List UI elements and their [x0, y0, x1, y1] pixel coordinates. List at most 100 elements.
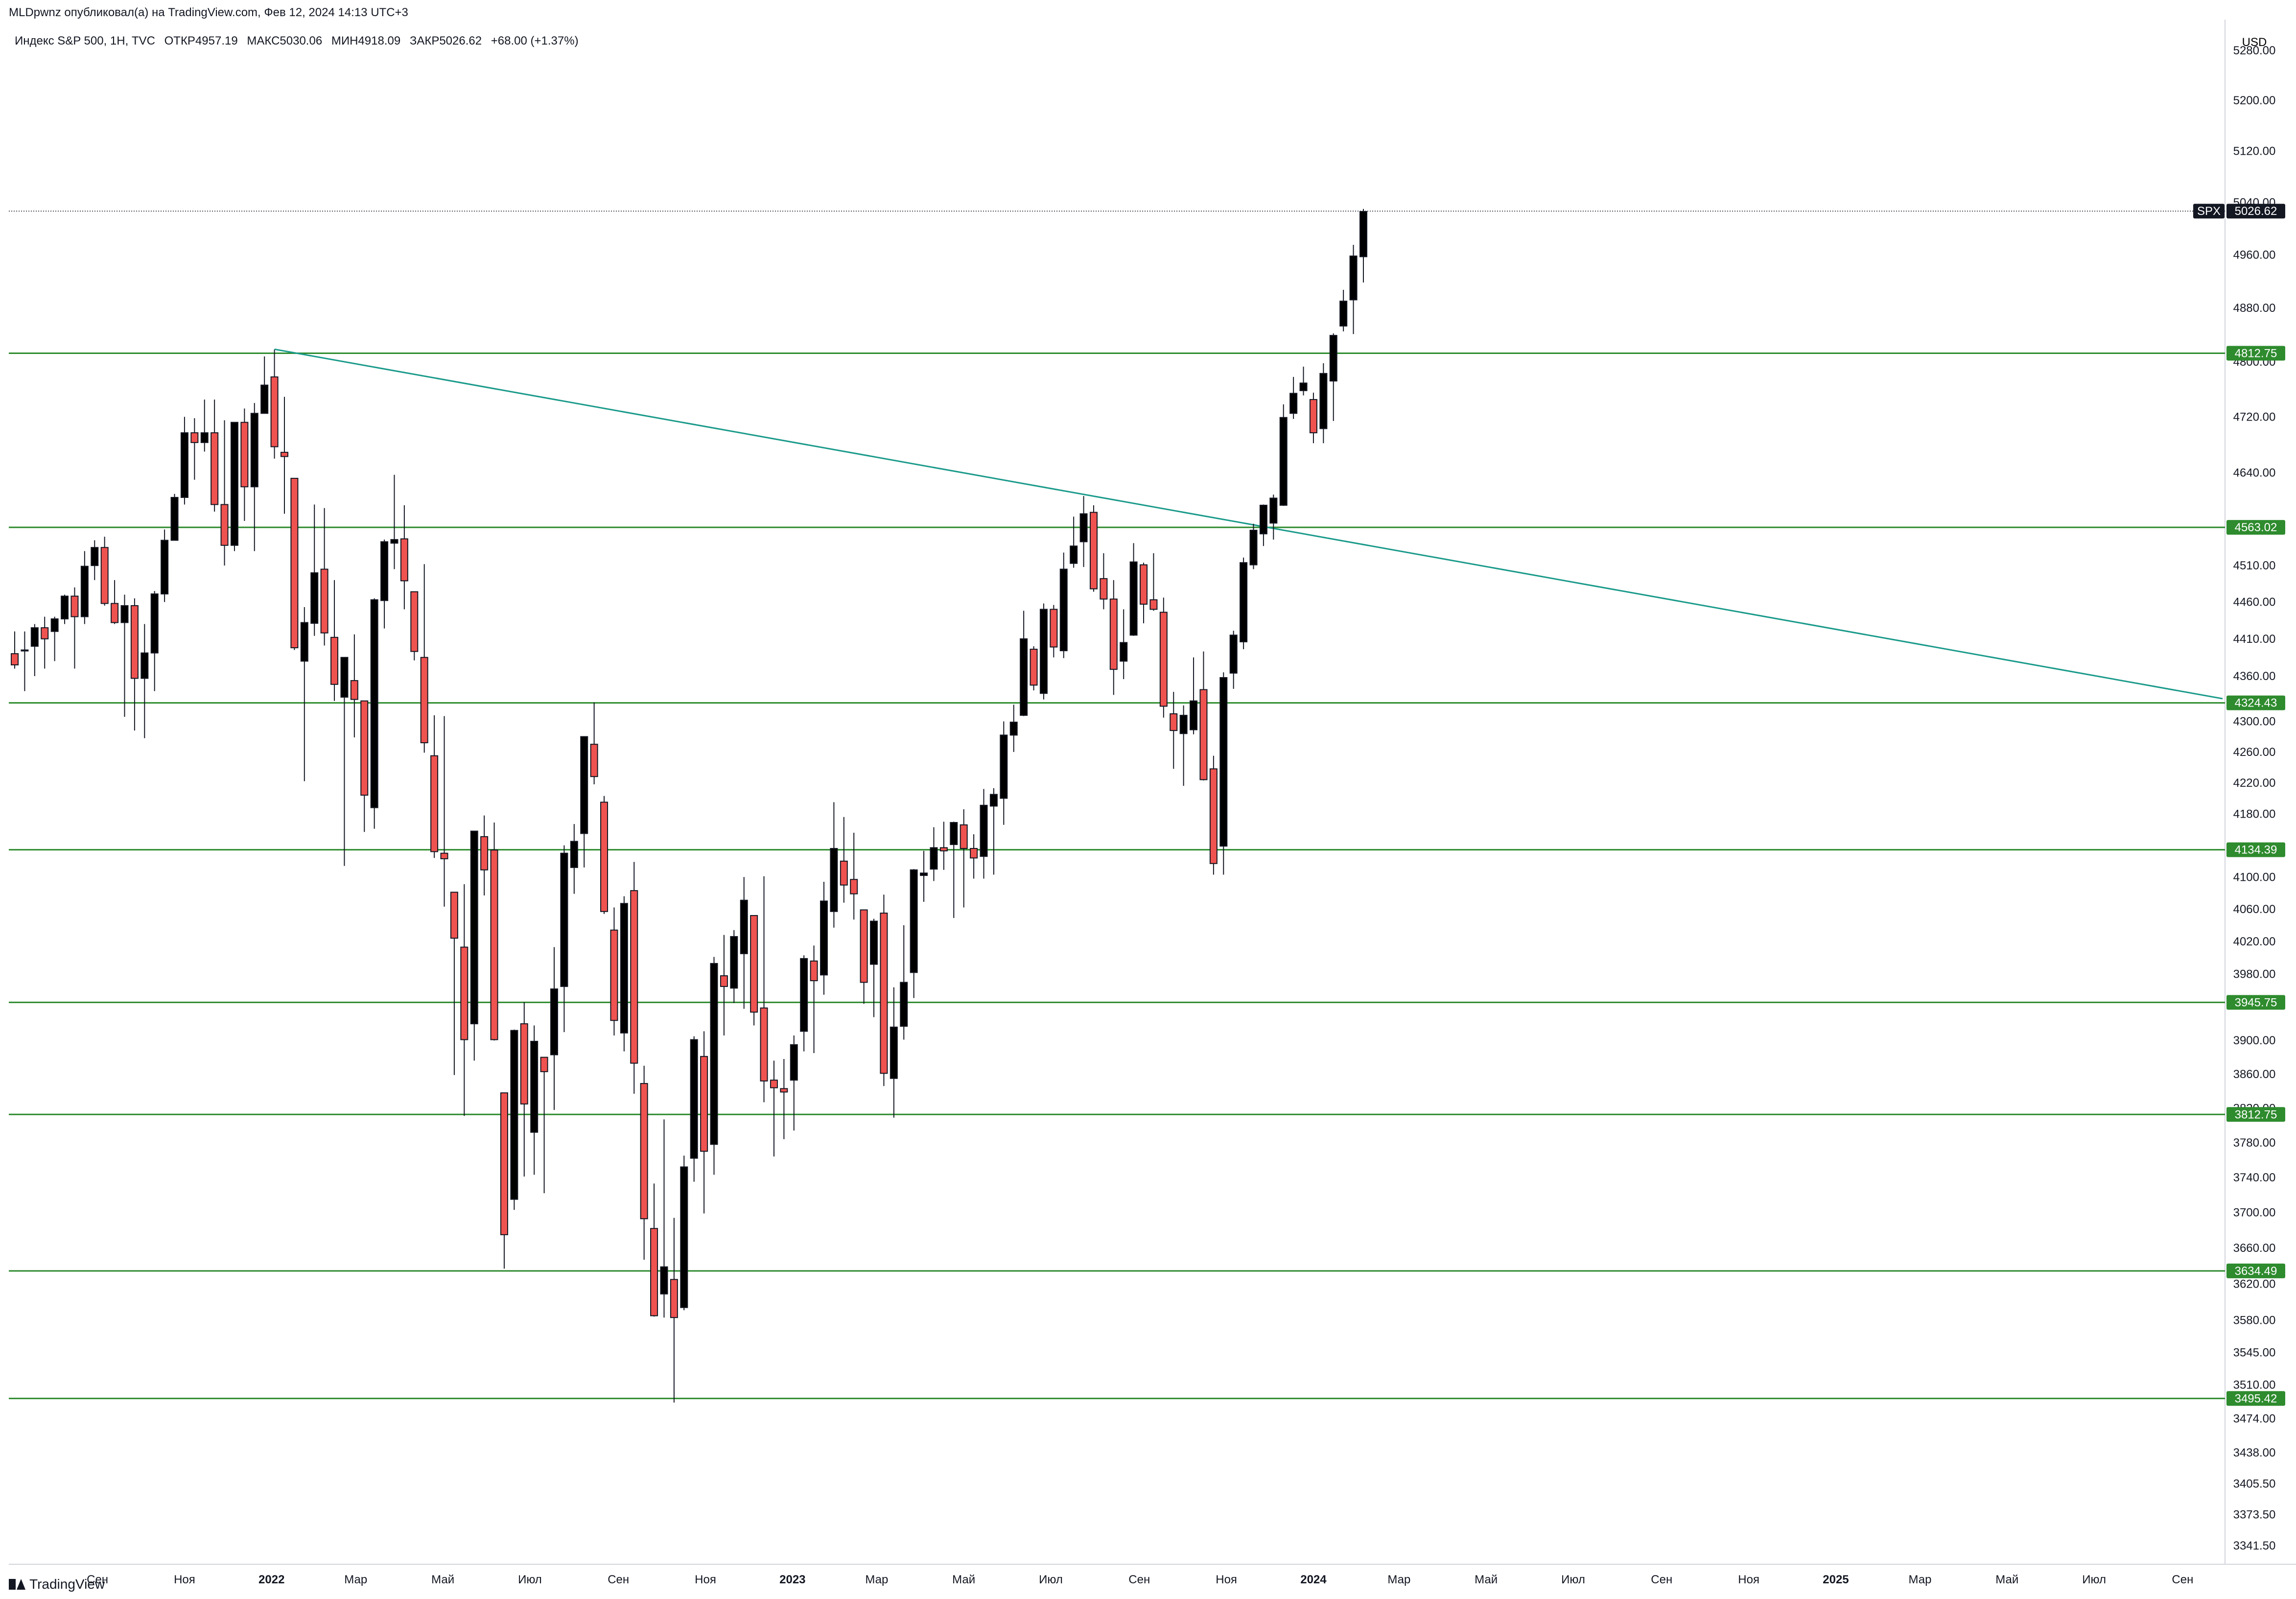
y-tick-label: 4960.00 — [2233, 248, 2276, 261]
x-tick-label: Июл — [518, 1573, 542, 1586]
candle — [720, 935, 728, 1035]
last-price-tag: 5026.62 — [2235, 205, 2277, 218]
legend-open: ОТКР4957.19 — [164, 34, 238, 47]
candle-body — [870, 920, 878, 965]
symbol-legend: Индекс S&P 500, 1Н, TVC ОТКР4957.19 МАКС… — [15, 34, 585, 48]
candle — [760, 876, 768, 1103]
candle — [690, 1036, 698, 1182]
candle — [240, 408, 249, 521]
candle-body — [1259, 504, 1267, 535]
candle-body — [560, 852, 568, 987]
candle — [1089, 505, 1098, 592]
candle — [980, 789, 988, 879]
candle-body — [640, 1083, 648, 1220]
candle-body — [1050, 609, 1058, 648]
candle-body — [1089, 512, 1098, 589]
candle — [770, 1060, 778, 1157]
candle-body — [590, 744, 598, 777]
time-axis[interactable]: Сен Ноя 2022 Мар Май Июл Сен Ноя 2023 Мар Май Июл Се… — [87, 1573, 2193, 1586]
y-tick-label: 3700.00 — [2233, 1206, 2276, 1220]
candle — [1149, 553, 1158, 611]
y-tick-label: 4460.00 — [2233, 596, 2276, 609]
candle-body — [1059, 568, 1068, 652]
candle-body — [91, 547, 99, 566]
candle — [790, 1035, 798, 1131]
candle-body — [1109, 598, 1118, 670]
candle — [1240, 557, 1248, 650]
candle-body — [41, 627, 49, 639]
candle — [670, 1218, 678, 1403]
candle — [620, 896, 628, 1052]
candle-body — [930, 847, 938, 870]
candle-body — [460, 946, 469, 1040]
candle-body — [141, 652, 149, 679]
candle-body — [730, 936, 738, 989]
price-axis[interactable]: USD 5280.005200.005120.005040.004960.004… — [2233, 36, 2276, 1552]
candle-body — [1000, 734, 1008, 799]
x-tick-label: Ноя — [695, 1573, 716, 1586]
candle-body — [1209, 768, 1218, 864]
candle-body — [540, 1057, 548, 1072]
candle-body — [510, 1030, 518, 1200]
candle — [220, 420, 229, 566]
candle-body — [1149, 599, 1158, 610]
candle-body — [130, 605, 139, 679]
candle — [50, 616, 59, 661]
candle-body — [1289, 393, 1298, 414]
tradingview-logo[interactable]: TradingView — [9, 1576, 105, 1592]
trend-line[interactable] — [274, 348, 2223, 700]
candle — [960, 809, 968, 908]
candle-body — [630, 890, 638, 1064]
candle-body — [30, 627, 39, 647]
candle-body — [61, 595, 69, 620]
candle — [390, 474, 398, 569]
candle-body — [1339, 301, 1348, 327]
y-tick-label: 5200.00 — [2233, 94, 2276, 107]
candle-body — [710, 963, 718, 1145]
candle — [1129, 543, 1138, 636]
candle — [230, 422, 238, 551]
candle — [290, 477, 299, 650]
candle — [270, 350, 279, 459]
candle-body — [910, 869, 918, 973]
y-tick-label: 3660.00 — [2233, 1242, 2276, 1255]
candle-body — [989, 794, 998, 807]
y-tick-label: 3900.00 — [2233, 1034, 2276, 1047]
candle — [1249, 523, 1258, 569]
y-tick-label: 3620.00 — [2233, 1278, 2276, 1291]
candle-body — [270, 376, 279, 447]
candle-body — [1009, 722, 1018, 736]
trend-line-group[interactable] — [274, 348, 2223, 700]
candle — [260, 356, 269, 414]
candle — [750, 915, 758, 1026]
candle — [650, 1183, 658, 1317]
candle — [970, 834, 978, 879]
x-tick-label: Мар — [344, 1573, 367, 1586]
candle — [420, 564, 428, 753]
candle — [61, 594, 69, 624]
legend-symbol[interactable]: Индекс S&P 500, 1Н, TVC — [15, 34, 155, 47]
candle — [1120, 609, 1128, 680]
candle — [640, 1065, 648, 1260]
candle-body — [740, 899, 748, 954]
y-tick-label: 4260.00 — [2233, 746, 2276, 759]
candle — [141, 624, 149, 738]
candle — [130, 598, 139, 731]
candle-body — [11, 653, 19, 666]
x-tick-label: Май — [431, 1573, 454, 1586]
candle — [600, 796, 609, 914]
candle-body — [180, 432, 188, 498]
currency-label[interactable]: USD — [2242, 36, 2267, 49]
candle — [660, 1119, 668, 1318]
candle — [900, 925, 908, 1040]
candle — [430, 715, 439, 858]
candle-body — [120, 605, 129, 623]
y-tick-label: 5280.00 — [2233, 44, 2276, 57]
candle — [70, 587, 79, 669]
candle-body — [550, 988, 558, 1056]
candle-body — [840, 860, 848, 886]
candle — [100, 537, 109, 606]
candle — [800, 955, 808, 1052]
horizontal-levels[interactable] — [9, 352, 2225, 1399]
